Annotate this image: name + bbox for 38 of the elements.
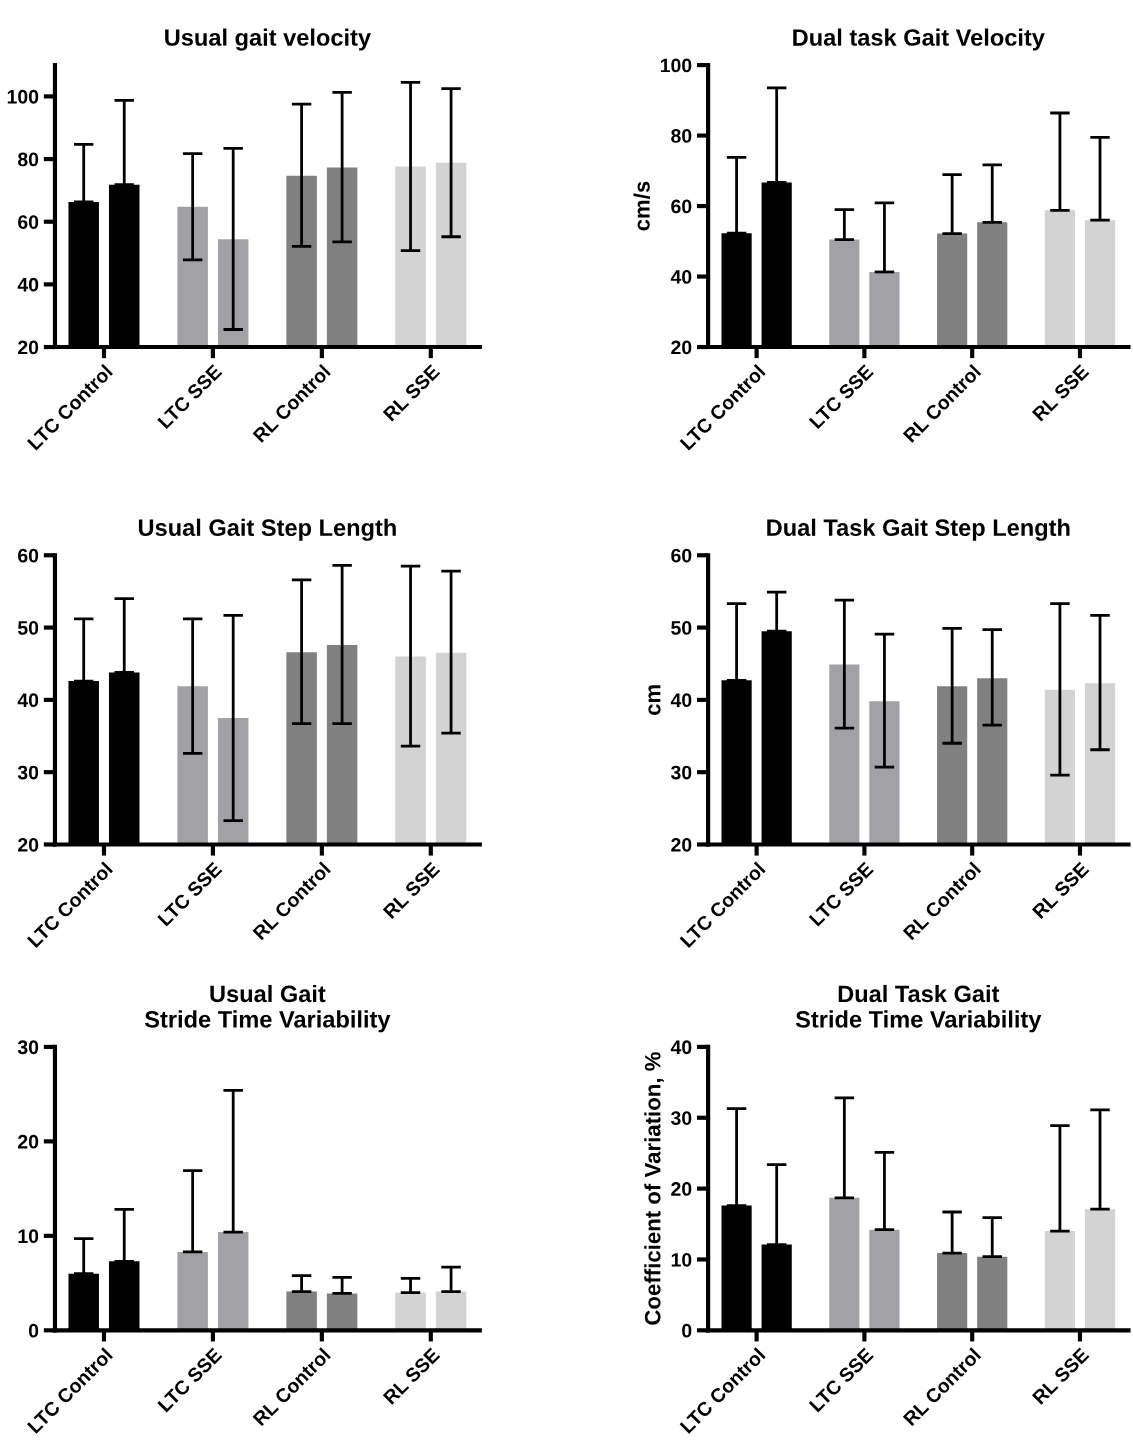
y-tick-label: 20 bbox=[671, 1182, 692, 1196]
y-tick-label: 30 bbox=[670, 1111, 692, 1126]
chart-title: Usual gait velocity bbox=[165, 28, 371, 51]
y-tick-label: 40 bbox=[17, 277, 39, 292]
y-tick-label: 100 bbox=[7, 89, 39, 104]
y-tick-label: 30 bbox=[17, 1040, 39, 1055]
y-tick-label: 100 bbox=[660, 58, 692, 73]
y-tick-label: 80 bbox=[671, 129, 692, 143]
y-tick-label: 20 bbox=[18, 837, 39, 852]
y-tick-label: 40 bbox=[670, 1040, 692, 1055]
y-axis-title: Coefficient of Variation, % bbox=[644, 1052, 664, 1325]
y-tick-label: 10 bbox=[18, 1229, 39, 1244]
y-tick-label: 0 bbox=[682, 1323, 692, 1338]
chart-title: Usual Gait Step Length bbox=[138, 518, 396, 541]
y-tick-label: 30 bbox=[17, 765, 39, 780]
y-tick-label: 60 bbox=[18, 548, 39, 563]
y-tick-label: 20 bbox=[671, 340, 692, 355]
y-tick-label: 60 bbox=[671, 548, 692, 563]
chart-title: Usual Gait Stride Time Variability bbox=[144, 984, 391, 1033]
y-tick-label: 60 bbox=[671, 199, 692, 214]
y-tick-label: 10 bbox=[671, 1252, 692, 1267]
y-tick-label: 30 bbox=[670, 765, 692, 780]
y-axis-title: cm/s bbox=[633, 181, 650, 231]
y-tick-label: 60 bbox=[18, 215, 39, 229]
chart-title: Dual Task Gait Step Length bbox=[767, 518, 1070, 541]
y-tick-label: 40 bbox=[17, 693, 39, 708]
y-tick-label: 20 bbox=[18, 340, 39, 355]
y-tick-label: 50 bbox=[17, 621, 39, 635]
chart-title: Dual Task Gait Stride Time Variability bbox=[795, 984, 1042, 1033]
y-tick-label: 50 bbox=[671, 621, 692, 635]
y-tick-label: 40 bbox=[670, 693, 692, 708]
y-axis-title: cm bbox=[648, 685, 661, 716]
y-tick-label: 80 bbox=[17, 152, 39, 167]
y-tick-label: 40 bbox=[670, 270, 692, 284]
chart-title: Dual task Gait Velocity bbox=[793, 28, 1045, 51]
y-tick-label: 20 bbox=[18, 1134, 39, 1149]
y-tick-label: 20 bbox=[671, 837, 692, 852]
y-tick-label: 0 bbox=[28, 1323, 39, 1338]
